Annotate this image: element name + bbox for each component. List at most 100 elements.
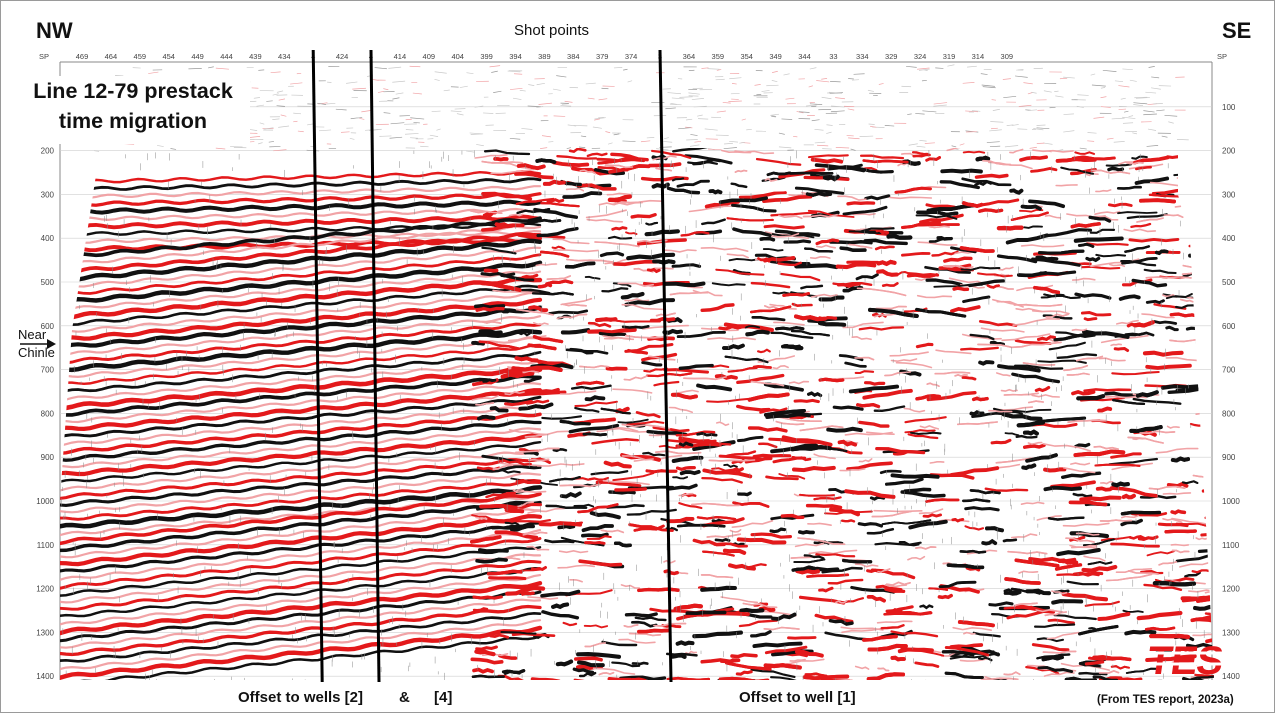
reflector-segment [866, 672, 906, 680]
noise-trace [566, 147, 571, 150]
reflector-segment [1128, 535, 1146, 540]
reflector-segment [1084, 660, 1105, 666]
reflector-segment [790, 330, 830, 337]
reflector-segment [1042, 650, 1077, 654]
reflector-segment [707, 336, 756, 341]
noise-trace [466, 150, 475, 153]
time-label-right: 1000 [1222, 497, 1240, 506]
reflector-segment [605, 366, 628, 371]
reflector-segment [491, 524, 531, 530]
reflector-segment [1044, 214, 1062, 219]
noise-trace [248, 136, 261, 138]
reflector-segment [988, 601, 1014, 607]
reflector-coherent [60, 216, 542, 261]
reflector-coherent [60, 207, 542, 222]
reflector-segment [1110, 452, 1142, 459]
reflector-segment [726, 217, 774, 222]
reflector-segment [596, 427, 623, 433]
reflector-segment [1190, 614, 1214, 623]
reflector-segment [1131, 278, 1168, 288]
reflector-segment [916, 294, 953, 299]
reflector-segment [978, 208, 1004, 213]
noise-trace [933, 102, 948, 105]
panel-title-line2: time migration [58, 109, 208, 133]
reflector-segment [1105, 573, 1153, 582]
reflector-segment [559, 419, 591, 426]
reflector-segment [1191, 569, 1213, 574]
reflector-segment [488, 683, 502, 685]
reflector-segment [1196, 307, 1214, 315]
reflector-segment [1176, 170, 1214, 179]
reflector-segment [805, 191, 833, 197]
reflector-segment [770, 513, 815, 521]
reflector-segment [949, 682, 972, 684]
reflector-segment [718, 676, 770, 680]
reflector-segment [489, 633, 510, 639]
reflector-segment [606, 504, 645, 509]
reflector-segment [1014, 558, 1060, 568]
reflector-segment [612, 259, 659, 267]
time-label-left: 1100 [37, 541, 55, 550]
noise-trace [1133, 102, 1148, 105]
shot-point-label: 364 [683, 52, 696, 61]
reflector-segment [607, 676, 653, 680]
noise-trace [270, 71, 281, 74]
noise-trace [817, 144, 829, 147]
reflector-segment [535, 263, 558, 267]
noise-trace [830, 110, 845, 113]
reflector-segment [717, 678, 756, 680]
reflector-segment [1021, 463, 1037, 471]
reflector-segment [1202, 219, 1214, 228]
reflector-segment [498, 653, 518, 660]
noise-trace [258, 69, 265, 71]
reflector-segment [1141, 313, 1175, 319]
reflector-segment [1022, 443, 1046, 449]
reflector-coherent [60, 465, 542, 507]
reflector-segment [1175, 387, 1204, 392]
noise-trace [519, 89, 526, 92]
reflector-segment [1199, 167, 1214, 176]
reflector-segment [1145, 275, 1192, 279]
reflector-segment [925, 278, 963, 287]
reflector-segment [574, 400, 618, 408]
reflector-segment [548, 476, 581, 483]
reflector-segment [532, 335, 564, 344]
noise-trace [1023, 82, 1033, 85]
reflector-segment [1179, 559, 1214, 568]
noise-trace [256, 104, 265, 107]
noise-trace [594, 117, 606, 120]
shot-point-label: 469 [76, 52, 89, 61]
reflector-segment [598, 201, 630, 206]
noise-trace [268, 141, 275, 143]
reflector-segment [1111, 481, 1130, 488]
reflector-segment [1204, 612, 1214, 617]
reflector-segment [676, 330, 726, 339]
reflector-segment [621, 325, 650, 329]
reflector-segment [901, 220, 941, 229]
reflector-segment [837, 439, 858, 447]
reflector-segment [569, 579, 583, 583]
reflector-segment [662, 249, 697, 253]
reflector-segment [890, 630, 939, 638]
reflector-coherent [60, 574, 542, 626]
reflector-segment [1048, 341, 1086, 351]
reflector-segment [708, 459, 756, 462]
noise-trace [1122, 116, 1136, 119]
reflector-segment [875, 446, 926, 455]
reflector-segment [750, 630, 772, 638]
reflector-segment [908, 519, 948, 530]
noise-trace [1043, 142, 1053, 145]
reflector-segment [473, 303, 506, 309]
reflector-segment [952, 286, 970, 292]
reflector-coherent [60, 485, 543, 529]
noise-trace [556, 75, 567, 78]
reflector-segment [935, 349, 972, 355]
reflector-segment [1033, 285, 1061, 295]
time-label-left: 300 [41, 190, 55, 199]
reflector-segment [946, 148, 996, 152]
noise-trace [671, 97, 685, 100]
reflector-segment [791, 455, 812, 462]
reflector-segment [1032, 149, 1074, 153]
reflector-segment [961, 201, 984, 209]
reflector-coherent [60, 315, 542, 357]
